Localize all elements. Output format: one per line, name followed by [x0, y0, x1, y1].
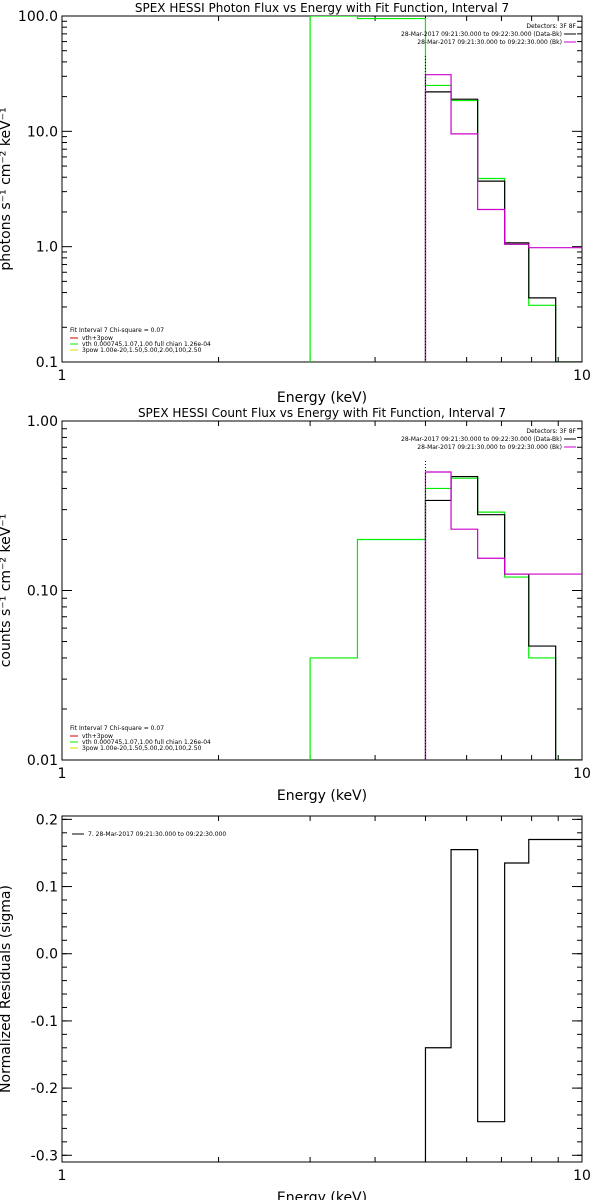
y-tick-label: -0.1 — [31, 1014, 58, 1030]
series-group — [309, 461, 582, 760]
plot-frame — [61, 15, 583, 363]
legend-left-item: 3pow 1.00e-20,1.50,5.00,2.00,100,2.50 — [82, 745, 202, 752]
legend-left-header: Fit Interval 7 Chi-square = 0.07 — [70, 725, 164, 732]
y-tick-label: 0.2 — [36, 812, 58, 828]
series-model-green — [309, 477, 582, 760]
residuals-panel: 1 10 -0.3 -0.2 -0.1 0.0 0.1 0.2 Energy (keV) Norm… — [0, 812, 591, 1200]
y-axis-label: Normalized Residuals (sigma) — [0, 885, 14, 1093]
y-tick-label: 1.00 — [27, 414, 58, 430]
series-group — [309, 16, 582, 362]
legend-right-header: Detectors: 3F 8F — [526, 23, 576, 30]
y-tick-label: -0.3 — [31, 1148, 58, 1164]
x-axis-label: Energy (keV) — [277, 788, 367, 804]
x-tick-label: 10 — [573, 1168, 591, 1184]
y-tick-label: 0.10 — [27, 584, 58, 600]
plot-frame — [61, 815, 583, 1163]
legend-right-item: 28-Mar-2017 09:21:30.000 to 09:22:30.000… — [417, 39, 562, 46]
count-flux-panel: 1 10 0.01 0.10 1.00 Energy (keV) counts s⁻¹ cm… — [0, 406, 591, 804]
y-tick-label: 0.0 — [36, 947, 58, 963]
y-tick-label: 0.1 — [36, 355, 58, 371]
series-model-green — [309, 16, 582, 362]
legend-left-item: vth+3pow — [82, 733, 113, 740]
x-axis-label: Energy (keV) — [277, 390, 367, 406]
y-tick-label: 0.1 — [36, 880, 58, 896]
y-tick-label: 100.0 — [18, 9, 58, 25]
x-tick-label: 10 — [573, 368, 591, 384]
x-tick-label: 10 — [573, 766, 591, 782]
chart-title: SPEX HESSI Photon Flux vs Energy with Fi… — [135, 1, 509, 15]
legend-right-item: 28-Mar-2017 09:21:30.000 to 09:22:30.000… — [401, 31, 562, 38]
series-residual — [424, 838, 582, 1162]
legend-left-item: 3pow 1.00e-20,1.50,5.00,2.00,100,2.50 — [82, 347, 202, 354]
x-tick-label: 1 — [58, 1168, 67, 1184]
x-axis-label: Energy (keV) — [277, 1190, 367, 1200]
series-background — [424, 471, 582, 760]
legend-right-item: 28-Mar-2017 09:21:30.000 to 09:22:30.000… — [417, 444, 562, 451]
x-tick-label: 1 — [58, 766, 67, 782]
photon-flux-panel: 1 10 0.1 1.0 10.0 100.0 Energy (keV) photons s⁻… — [0, 1, 591, 406]
chart-title: SPEX HESSI Count Flux vs Energy with Fit… — [138, 406, 506, 420]
legend-left-item: vth+3pow — [82, 335, 113, 342]
y-axis-label: photons s⁻¹ cm⁻² keV⁻¹ — [0, 107, 14, 270]
legend-left-header: Fit Interval 7 Chi-square = 0.07 — [70, 327, 164, 334]
series-group — [424, 838, 582, 1162]
series-background — [424, 74, 582, 362]
series-data — [424, 91, 582, 362]
legend-right-item: 28-Mar-2017 09:21:30.000 to 09:22:30.000… — [401, 436, 562, 443]
y-tick-label: -0.2 — [31, 1081, 58, 1097]
plot-frame — [61, 420, 583, 761]
legend-left-item: vth 0.000745,1.07,1.00 full chian 1.26e-… — [82, 341, 211, 348]
y-tick-label: 0.01 — [27, 753, 58, 769]
legend-left-item: vth 0.000745,1.07,1.00 full chian 1.26e-… — [82, 739, 211, 746]
x-tick-label: 1 — [58, 368, 67, 384]
y-tick-label: 10.0 — [27, 124, 58, 140]
legend-top-item: 7. 28-Mar-2017 09:21:30.000 to 09:22:30.… — [88, 831, 226, 838]
legend-right-header: Detectors: 3F 8F — [526, 428, 576, 435]
y-axis-label: counts s⁻¹ cm⁻² keV⁻¹ — [0, 514, 14, 668]
series-data — [424, 475, 582, 760]
y-tick-label: 1.0 — [36, 240, 58, 256]
